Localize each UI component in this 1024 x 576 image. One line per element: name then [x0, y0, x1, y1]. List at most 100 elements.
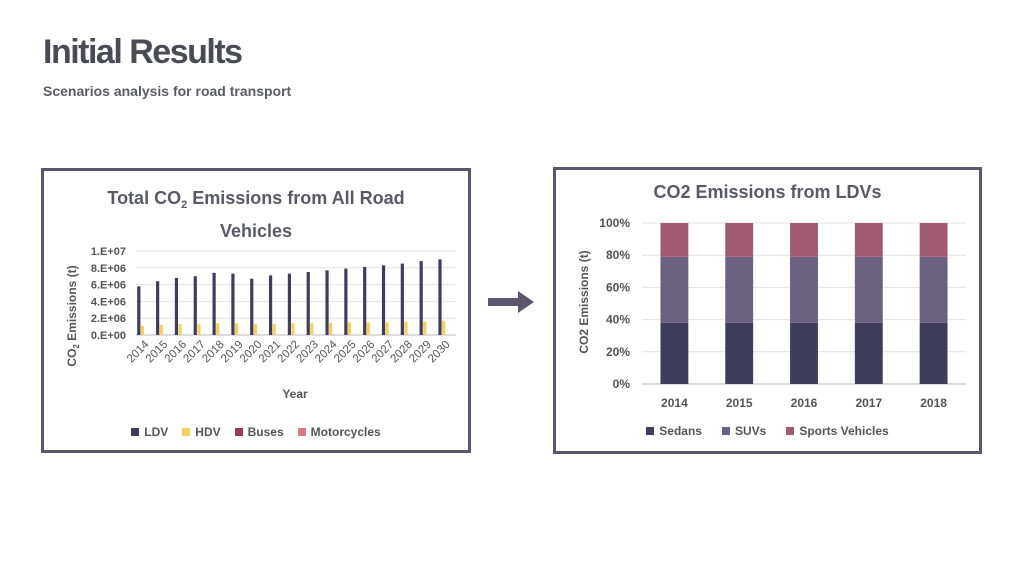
y-tick-label: 2.E+06 [91, 313, 126, 325]
bar-ldv-2021 [268, 275, 273, 335]
legend-item-motorcycles: Motorcycles [297, 425, 381, 439]
bar-ldv-2029 [419, 261, 423, 335]
bar-hdv-2016 [178, 324, 182, 335]
legend-swatch [721, 427, 730, 435]
total-emissions-chart-panel: Total CO2 Emissions from All Road Vehicl… [41, 168, 471, 453]
legend-swatch [297, 428, 306, 436]
title-sub: 2 [181, 199, 188, 211]
bar-segment-sedans-2014 [660, 322, 689, 384]
legend-label: Motorcycles [310, 425, 381, 439]
x-tick-label: 2018 [920, 396, 947, 410]
legend-swatch [234, 428, 243, 436]
bar-segment-sports-vehicles-2018 [919, 223, 948, 257]
legend-label: Sedans [659, 424, 702, 438]
bar-segment-sedans-2016 [790, 322, 818, 384]
bar-hdv-2025 [347, 322, 352, 335]
bar-segment-sedans-2017 [854, 322, 883, 384]
total-emissions-bar-chart: 0.E+002.E+064.E+066.E+068.E+061.E+07 201… [65, 246, 456, 401]
y-tick-label: 0.E+00 [91, 330, 126, 342]
chart-title-total-emissions: Total CO2 Emissions from All Road Vehicl… [44, 185, 468, 244]
legend-label: Buses [247, 425, 284, 439]
y-axis-label: CO2 Emissions (t) [65, 265, 81, 366]
bar-segment-suvs-2017 [854, 256, 883, 323]
page-subtitle: Scenarios analysis for road transport [43, 83, 292, 99]
legend-label: HDV [195, 425, 221, 439]
bar-hdv-2023 [310, 323, 314, 335]
y-tick-label: 40% [606, 313, 630, 327]
x-axis-label: Year [282, 387, 308, 401]
legend-total-emissions: LDV HDV Buses Motorcycles [44, 425, 468, 439]
bar-ldv-2015 [156, 281, 160, 335]
bar-segment-suvs-2016 [790, 256, 818, 323]
bar-ldv-2025 [344, 268, 348, 335]
title-line2: Vehicles [219, 221, 293, 241]
ylabel-main: CO [65, 349, 79, 367]
y-tick-label: 100% [599, 216, 630, 230]
bar-segment-suvs-2018 [919, 256, 948, 323]
y-tick-label: 4.E+06 [91, 296, 126, 308]
bar-ldv-2028 [400, 263, 404, 335]
bar-ldv-2022 [287, 273, 291, 335]
legend-item-sedans: Sedans [646, 424, 702, 438]
bar-ldv-2020 [250, 278, 254, 335]
ylabel-sub: 2 [72, 344, 81, 349]
x-tick-label: 2016 [791, 396, 818, 410]
legend-label: Sports Vehicles [799, 424, 889, 438]
y-tick-label: 0% [613, 377, 631, 391]
bar-hdv-2022 [291, 323, 295, 335]
bar-ldv-2017 [193, 276, 197, 335]
x-tick-label: 2030 [426, 339, 453, 366]
bar-ldv-2026 [363, 266, 367, 335]
y-tick-label: 8.E+06 [91, 263, 126, 275]
bar-hdv-2017 [197, 324, 201, 335]
bar-segment-sedans-2018 [919, 322, 948, 384]
chart-title-ldv: CO2 Emissions from LDVs [653, 182, 882, 202]
bar-ldv-2019 [231, 273, 235, 335]
bar-hdv-2029 [423, 321, 427, 335]
y-tick-label: 1.E+07 [91, 246, 126, 258]
bar-hdv-2018 [216, 323, 220, 335]
bar-segment-sports-vehicles-2017 [854, 223, 883, 257]
bar-ldv-2023 [306, 272, 310, 335]
legend-ldv: Sedans SUVs Sports Vehicles [556, 424, 979, 438]
legend-label: LDV [144, 425, 169, 439]
x-tick-label: 2015 [726, 396, 753, 410]
bar-hdv-2020 [253, 324, 257, 335]
bar-ldv-2016 [174, 277, 179, 335]
bar-segment-sports-vehicles-2016 [790, 223, 818, 257]
bar-ldv-2014 [137, 286, 141, 335]
legend-item-buses: Buses [234, 425, 284, 439]
bar-hdv-2030 [441, 320, 446, 335]
bar-ldv-2024 [325, 270, 329, 335]
bar-segment-sports-vehicles-2015 [725, 223, 754, 257]
bar-hdv-2014 [140, 325, 145, 335]
ldv-emissions-chart-panel: CO2 Emissions from LDVs 0% 20% 40% 60% 80% 10… [553, 167, 982, 454]
bar-hdv-2026 [366, 322, 370, 335]
title-main: Total CO [107, 188, 182, 208]
y-tick-label: 80% [606, 248, 630, 262]
bar-hdv-2015 [159, 324, 163, 335]
bar-hdv-2028 [404, 321, 408, 335]
x-tick-label: 2017 [855, 396, 882, 410]
bar-ldv-2027 [381, 265, 386, 335]
bar-segment-sports-vehicles-2014 [660, 223, 689, 257]
bar-ldv-2018 [212, 272, 216, 335]
bar-hdv-2019 [234, 323, 239, 335]
bar-segment-suvs-2015 [725, 256, 754, 323]
right-arrow-icon [488, 291, 534, 313]
y-tick-label: 60% [606, 280, 630, 294]
title-rest: Emissions from All Road [187, 188, 405, 208]
y-axis-label: CO2 Emissions (t) [577, 250, 591, 353]
page-title: Initial Results [43, 33, 243, 71]
bar-hdv-2024 [329, 323, 333, 335]
y-tick-label: 6.E+06 [91, 280, 126, 292]
legend-swatch [786, 427, 795, 435]
legend-item-sports-vehicles: Sports Vehicles [786, 424, 889, 438]
legend-swatch [182, 428, 191, 436]
bar-ldv-2030 [438, 259, 442, 335]
y-tick-label: 20% [606, 345, 630, 359]
legend-swatch [646, 427, 655, 435]
ldv-stacked-bar-chart: 0%20%40%60%80%100% 2014 2015 2016 2017 2018 … [577, 216, 966, 410]
legend-label: SUVs [734, 424, 767, 438]
bar-hdv-2027 [385, 322, 389, 335]
